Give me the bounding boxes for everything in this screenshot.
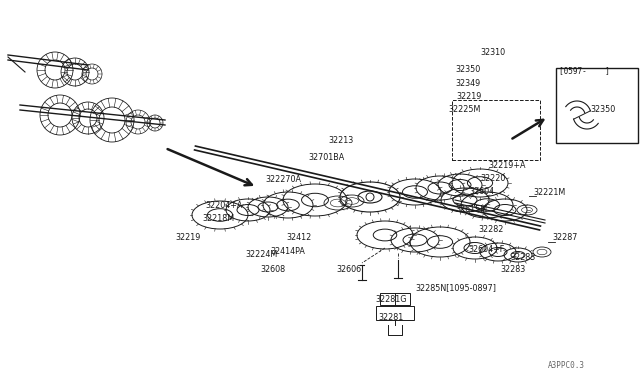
Text: 32350: 32350 bbox=[455, 65, 480, 74]
Text: 32224M: 32224M bbox=[245, 250, 277, 259]
Text: 32213: 32213 bbox=[328, 136, 353, 145]
Text: 32701BA: 32701BA bbox=[308, 153, 344, 162]
Bar bbox=[556, 68, 638, 143]
Text: A3PPC0.3: A3PPC0.3 bbox=[548, 361, 585, 370]
Bar bbox=[452, 100, 540, 160]
Text: 32615M: 32615M bbox=[455, 205, 487, 214]
Text: 32221M: 32221M bbox=[533, 188, 565, 197]
Text: 32220: 32220 bbox=[480, 174, 506, 183]
Text: 32604+F: 32604+F bbox=[468, 245, 504, 254]
Text: 32606: 32606 bbox=[336, 265, 361, 274]
Text: 32287: 32287 bbox=[552, 233, 577, 242]
Text: 32281G: 32281G bbox=[375, 295, 406, 304]
Text: 32218M: 32218M bbox=[202, 214, 234, 223]
Text: 32349: 32349 bbox=[455, 79, 480, 88]
Text: 32604: 32604 bbox=[469, 187, 494, 196]
Text: 32412: 32412 bbox=[286, 233, 311, 242]
Text: 32282: 32282 bbox=[478, 225, 504, 234]
Text: 32219: 32219 bbox=[456, 92, 481, 101]
Text: 322270A: 322270A bbox=[265, 175, 301, 184]
Text: 32283: 32283 bbox=[510, 253, 535, 262]
Text: 32219+A: 32219+A bbox=[488, 161, 525, 170]
Text: 32283: 32283 bbox=[500, 265, 525, 274]
Text: 32608: 32608 bbox=[260, 265, 285, 274]
Text: 32285N[1095-0897]: 32285N[1095-0897] bbox=[415, 283, 496, 292]
Text: 32281: 32281 bbox=[378, 313, 403, 322]
Text: 32310: 32310 bbox=[480, 48, 505, 57]
Text: 32204+A: 32204+A bbox=[205, 201, 243, 210]
Text: [0597-    ]: [0597- ] bbox=[559, 66, 610, 75]
Text: 32350: 32350 bbox=[590, 105, 615, 114]
Text: 32219: 32219 bbox=[175, 233, 200, 242]
Bar bbox=[376, 306, 414, 320]
Text: 32225M: 32225M bbox=[448, 105, 481, 114]
Text: 32414PA: 32414PA bbox=[270, 247, 305, 256]
Bar bbox=[380, 293, 410, 305]
